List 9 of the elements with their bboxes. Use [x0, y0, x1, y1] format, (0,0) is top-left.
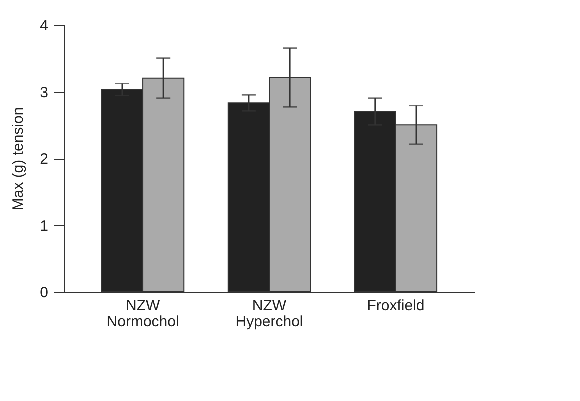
y-tick-label: 0: [40, 284, 48, 302]
y-tick-label: 4: [40, 18, 48, 34]
y-tick-label: 1: [40, 218, 48, 235]
y-axis-title: Max (g) tension: [10, 107, 28, 211]
x-tick-label: NZW Normochol: [106, 298, 180, 330]
y-tick-label: 3: [40, 84, 48, 102]
x-tick-label: Froxfield: [367, 298, 425, 314]
x-tick-label: NZW Hyperchol: [236, 298, 304, 330]
y-tick-label: 2: [40, 151, 48, 168]
